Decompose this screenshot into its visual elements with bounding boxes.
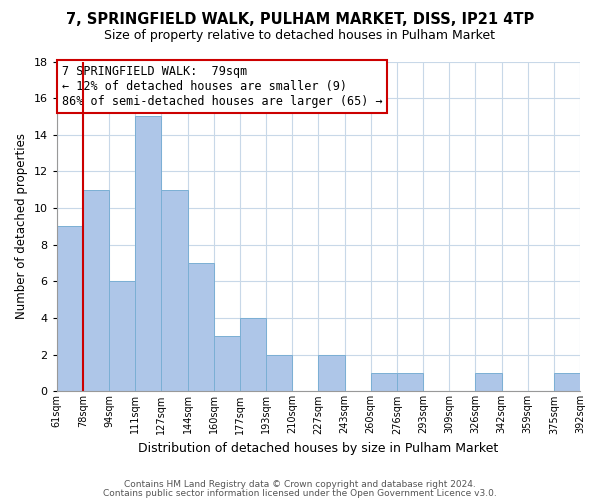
- Y-axis label: Number of detached properties: Number of detached properties: [15, 134, 28, 320]
- Bar: [397, 373, 423, 392]
- Bar: [161, 190, 188, 392]
- Bar: [554, 373, 580, 392]
- Bar: [266, 354, 292, 392]
- Text: Contains HM Land Registry data © Crown copyright and database right 2024.: Contains HM Land Registry data © Crown c…: [124, 480, 476, 489]
- Bar: [109, 282, 135, 392]
- Bar: [135, 116, 161, 392]
- Bar: [240, 318, 266, 392]
- Bar: [319, 354, 344, 392]
- X-axis label: Distribution of detached houses by size in Pulham Market: Distribution of detached houses by size …: [138, 442, 499, 455]
- Bar: [83, 190, 109, 392]
- Text: 7, SPRINGFIELD WALK, PULHAM MARKET, DISS, IP21 4TP: 7, SPRINGFIELD WALK, PULHAM MARKET, DISS…: [66, 12, 534, 28]
- Text: 7 SPRINGFIELD WALK:  79sqm
← 12% of detached houses are smaller (9)
86% of semi-: 7 SPRINGFIELD WALK: 79sqm ← 12% of detac…: [62, 65, 383, 108]
- Bar: [475, 373, 502, 392]
- Text: Contains public sector information licensed under the Open Government Licence v3: Contains public sector information licen…: [103, 488, 497, 498]
- Bar: [214, 336, 240, 392]
- Bar: [188, 263, 214, 392]
- Bar: [371, 373, 397, 392]
- Bar: [57, 226, 83, 392]
- Text: Size of property relative to detached houses in Pulham Market: Size of property relative to detached ho…: [104, 29, 496, 42]
